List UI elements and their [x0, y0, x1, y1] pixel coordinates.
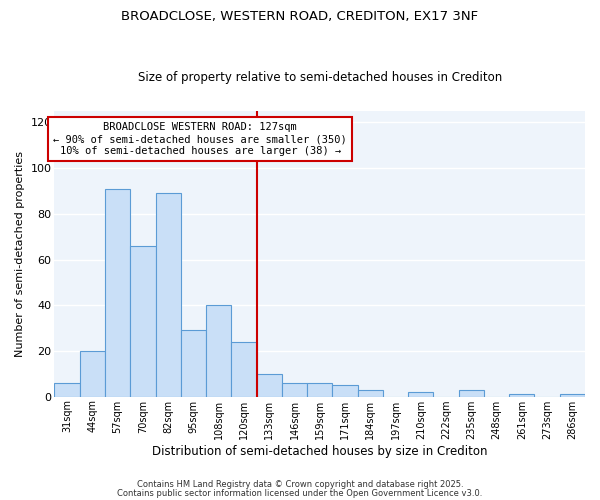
Bar — [55, 383, 80, 396]
Text: BROADCLOSE, WESTERN ROAD, CREDITON, EX17 3NF: BROADCLOSE, WESTERN ROAD, CREDITON, EX17… — [121, 10, 479, 23]
Bar — [332, 385, 358, 396]
Text: Contains public sector information licensed under the Open Government Licence v3: Contains public sector information licen… — [118, 489, 482, 498]
Bar — [282, 383, 307, 396]
Y-axis label: Number of semi-detached properties: Number of semi-detached properties — [15, 151, 25, 357]
Bar — [155, 194, 181, 396]
Bar — [181, 330, 206, 396]
Text: Contains HM Land Registry data © Crown copyright and database right 2025.: Contains HM Land Registry data © Crown c… — [137, 480, 463, 489]
Bar — [307, 383, 332, 396]
Bar — [80, 351, 105, 397]
Bar — [206, 306, 232, 396]
Bar — [408, 392, 433, 396]
Text: BROADCLOSE WESTERN ROAD: 127sqm
← 90% of semi-detached houses are smaller (350)
: BROADCLOSE WESTERN ROAD: 127sqm ← 90% of… — [53, 122, 347, 156]
Bar — [509, 394, 535, 396]
Bar — [358, 390, 383, 396]
Title: Size of property relative to semi-detached houses in Crediton: Size of property relative to semi-detach… — [137, 70, 502, 84]
Bar — [560, 394, 585, 396]
Bar — [105, 188, 130, 396]
Bar — [130, 246, 155, 396]
Bar — [458, 390, 484, 396]
Bar — [232, 342, 257, 396]
X-axis label: Distribution of semi-detached houses by size in Crediton: Distribution of semi-detached houses by … — [152, 444, 487, 458]
Bar — [257, 374, 282, 396]
